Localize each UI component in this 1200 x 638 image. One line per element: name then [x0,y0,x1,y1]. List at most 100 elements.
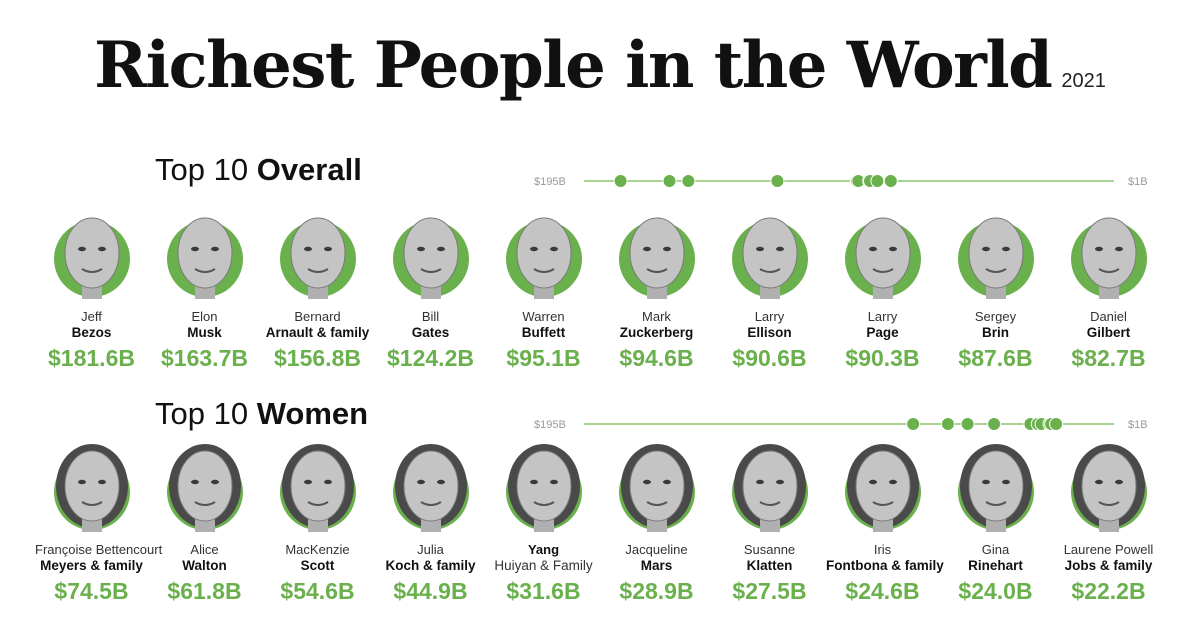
portrait [946,438,1046,538]
portrait-icon [957,444,1034,532]
person-card: Gina Rinehart $24.0B [939,438,1052,605]
net-worth: $22.2B [1071,578,1146,604]
scale-dot [906,417,921,431]
portrait-icon [618,444,695,532]
portrait [494,438,594,538]
scale-dot [662,174,677,188]
net-worth: $90.3B [845,345,920,371]
person-card: Bernard Arnault & family $156.8B [261,205,374,372]
net-worth: $28.9B [619,578,694,604]
portrait [42,205,142,305]
net-worth: $95.1B [506,345,581,371]
overall-people-row: Jeff Bezos $181.6B Elon Musk $163.7B Bernard Ar… [35,205,1165,405]
last-name: Page [866,325,899,340]
portrait-icon [731,217,808,299]
last-name: Bezos [71,325,112,340]
scale-max-label: $195B [534,176,566,188]
last-name: Scott [300,558,335,573]
portrait-icon [731,444,808,532]
net-worth: $44.9B [393,578,468,604]
net-worth: $156.8B [274,345,361,371]
portrait-icon [279,217,356,299]
person-card: Warren Buffett $95.1B [487,205,600,372]
first-name: Bernard [294,309,341,324]
portrait [494,205,594,305]
last-name: Koch & family [385,558,476,573]
first-name: Julia [417,542,444,557]
last-name: Walton [182,558,227,573]
first-name: Yang [527,542,560,557]
person-card: Alice Walton $61.8B [148,438,261,605]
scale-min-label: $1B [1128,176,1148,188]
last-name: Huiyan & Family [494,558,593,573]
portrait-icon [392,444,469,532]
women-people-row: Françoise Bettencourt Meyers & family $74.… [35,438,1165,638]
net-worth: $27.5B [732,578,807,604]
section-title-women: Top 10 Women [155,396,368,432]
first-name: Susanne [743,542,796,557]
first-name: Gina [981,542,1010,557]
first-name: Jacqueline [625,542,688,557]
net-worth: $87.6B [958,345,1033,371]
portrait [1059,438,1159,538]
scale-dot [1049,417,1064,431]
portrait [607,205,707,305]
net-worth: $181.6B [48,345,135,371]
person-card: Elon Musk $163.7B [148,205,261,372]
portrait [268,438,368,538]
section-title-emphasis: Women [256,396,369,431]
portrait [946,205,1046,305]
section-title-prefix: Top 10 [155,152,249,187]
first-name: Elon [191,309,218,324]
last-name: Arnault & family [265,325,370,340]
portrait [268,205,368,305]
net-worth: $94.6B [619,345,694,371]
first-name: Warren [522,309,565,324]
person-card: Mark Zuckerberg $94.6B [600,205,713,372]
person-card: Larry Page $90.3B [826,205,939,372]
first-name: Bill [421,309,440,324]
scale-dot [681,174,696,188]
last-name: Ellison [747,325,792,340]
person-card: Sergey Brin $87.6B [939,205,1052,372]
first-name: Mark [642,309,671,324]
person-card: Larry Ellison $90.6B [713,205,826,372]
net-worth: $24.0B [958,578,1033,604]
last-name: Rinehart [968,558,1023,573]
wealth-scale-women: $195B $1B [534,417,1148,431]
net-worth: $163.7B [161,345,248,371]
portrait-icon [166,444,243,532]
portrait-icon [505,444,582,532]
person-card: Jeff Bezos $181.6B [35,205,148,372]
net-worth: $74.5B [54,578,129,604]
last-name: Zuckerberg [619,325,694,340]
person-card: Julia Koch & family $44.9B [374,438,487,605]
portrait [720,205,820,305]
person-card: Jacqueline Mars $28.9B [600,438,713,605]
portrait-icon [166,217,243,299]
last-name: Jobs & family [1064,558,1153,573]
portrait [720,438,820,538]
portrait [1059,205,1159,305]
portrait-icon [53,217,130,299]
title-block: Richest People in the World 2021 [0,28,1200,103]
last-name: Gates [411,325,450,340]
last-name: Brin [982,325,1009,340]
first-name: MacKenzie [285,542,350,557]
first-name: Larry [867,309,898,324]
scale-dot [870,174,885,188]
scale-dot [883,174,898,188]
year-label: 2021 [1061,70,1106,92]
portrait-icon [1070,217,1147,299]
portrait-icon [957,217,1034,299]
portrait [607,438,707,538]
net-worth: $24.6B [845,578,920,604]
first-name: Sergey [974,309,1017,324]
portrait [833,205,933,305]
last-name: Meyers & family [40,558,143,573]
first-name: Jeff [81,309,102,324]
scale-dot [987,417,1002,431]
page-title: Richest People in the World [94,28,1053,103]
last-name: Klatten [746,558,793,573]
person-card: Yang Huiyan & Family $31.6B [487,438,600,605]
